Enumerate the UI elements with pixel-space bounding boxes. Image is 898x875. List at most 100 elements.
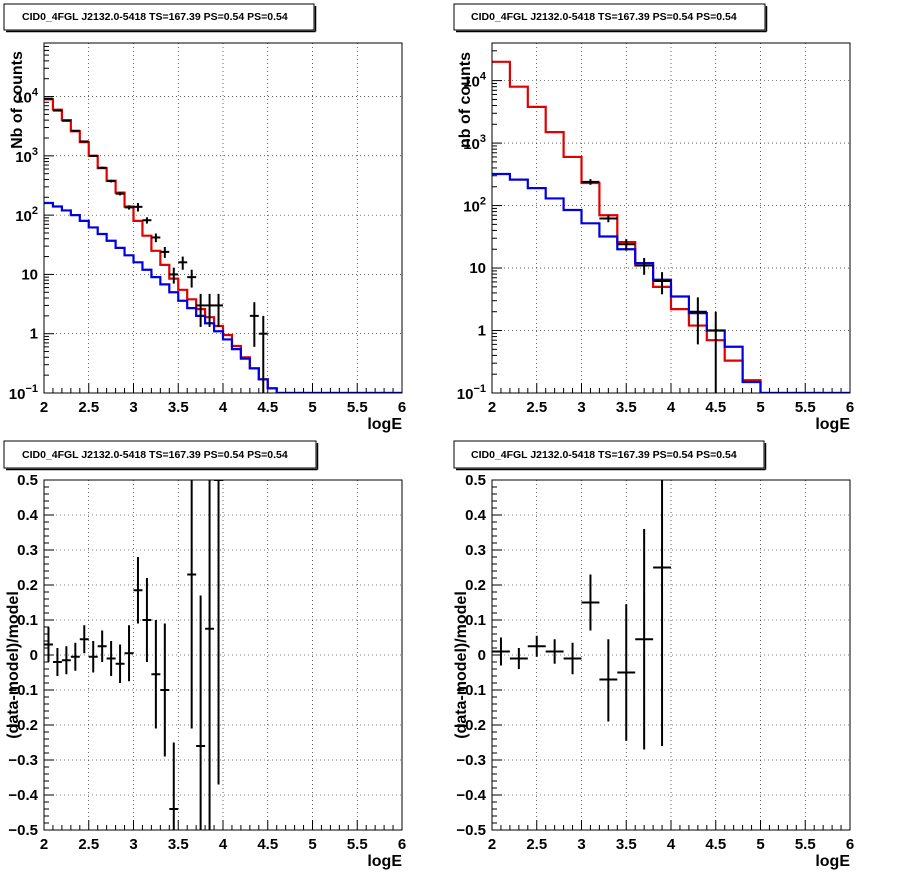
y-tick-label: −0.2 [8, 717, 38, 734]
data-point [635, 257, 654, 275]
y-tick-label: 10−1 [457, 383, 486, 403]
x-tick-label: 5.5 [347, 399, 368, 416]
data-point [160, 623, 170, 757]
chart-panel-4: 2 2.5 3 3.5 4 4.5 5 5.5 6 −0.5 −0.4 −0.3 −0.2 −0.1 0 0.… [453, 440, 854, 870]
plot-frame [491, 42, 851, 394]
data-point [214, 480, 223, 785]
y-tick-label: −0.1 [8, 682, 38, 699]
plot-area [44, 480, 402, 830]
y-tick-label: 0 [30, 647, 38, 664]
x-tick-label: 3.5 [616, 399, 637, 416]
y-tick-label: 102 [463, 196, 486, 216]
x-tick-label: 5.5 [347, 836, 368, 853]
y-tick-exponent: −1 [473, 383, 486, 395]
plot-frame [43, 42, 403, 394]
y-axis-label: (data-model)/model [5, 591, 22, 739]
data-point [61, 646, 71, 675]
x-tick-label: 3 [129, 836, 137, 853]
title-box [453, 440, 765, 469]
plot-area [492, 480, 850, 830]
data-point [151, 620, 161, 729]
y-tick-label: 102 [15, 205, 38, 225]
y-tick-label: 0.3 [465, 542, 486, 559]
x-tick-label: 3.5 [168, 399, 189, 416]
data-point [52, 109, 62, 112]
data-point [617, 604, 636, 741]
data-point [706, 311, 725, 393]
data-point [509, 648, 528, 669]
x-tick-label: 3 [577, 836, 585, 853]
y-tick-label: 104 [15, 87, 39, 107]
data-point [635, 529, 654, 750]
y-tick-label: 0.2 [17, 577, 38, 594]
x-tick-label: 3.5 [616, 836, 637, 853]
data-point [133, 203, 143, 212]
x-axis-label: logE [367, 416, 402, 433]
y-tick-exponent: −1 [25, 383, 38, 395]
data-point [169, 742, 179, 830]
x-axis-label: logE [815, 853, 850, 870]
x-tick-label: 2 [488, 399, 496, 416]
data-point [88, 154, 98, 157]
data-point [563, 642, 582, 675]
y-tick-label: 0.2 [465, 577, 486, 594]
y-tick-exponent: 4 [480, 71, 487, 83]
data-point [97, 166, 107, 169]
data-point [214, 293, 223, 327]
chart-panel-2: 2 2.5 3 3.5 4 4.5 5 5.5 610−1110102103104CID0_4F… [453, 3, 854, 433]
y-tick-base: 10 [463, 136, 480, 153]
data-point [79, 625, 89, 654]
data-point [79, 140, 89, 143]
data-point [653, 272, 671, 295]
chart-title: CID0_4FGL J2132.0-5418 TS=167.39 PS=0.54… [471, 449, 737, 461]
y-axis-label: nb of counts [457, 52, 474, 148]
y-tick-label: 0.5 [465, 472, 486, 489]
data-point [599, 639, 618, 722]
data-point [124, 205, 134, 210]
y-tick-base: 10 [463, 199, 480, 216]
y-tick-label: 0.5 [17, 472, 38, 489]
data-point [545, 639, 564, 664]
x-tick-label: 4.5 [705, 399, 726, 416]
chart-title: CID0_4FGL J2132.0-5418 TS=167.39 PS=0.54… [471, 11, 737, 23]
data-point [653, 480, 671, 746]
y-tick-label: −0.5 [456, 822, 486, 839]
y-tick-label: −0.3 [8, 752, 38, 769]
chart-panel-3: 2 2.5 3 3.5 4 4.5 5 5.5 6 −0.5 −0.4 −0.3 −0.2 −0.1 0 0.… [3, 440, 406, 870]
y-tick-label: −0.2 [456, 717, 486, 734]
x-tick-label: 6 [398, 836, 406, 853]
plot-frame [491, 479, 851, 831]
y-axis-label: Nb of counts [9, 51, 26, 149]
y-tick-label: 0 [478, 647, 486, 664]
y-tick-label: −0.1 [456, 682, 486, 699]
y-tick-base: 10 [15, 208, 32, 225]
y-tick-label: −0.4 [8, 787, 38, 804]
data-point [169, 267, 179, 284]
y-tick-label: 103 [15, 146, 38, 166]
data-point [196, 293, 206, 327]
x-tick-label: 3 [577, 399, 585, 416]
data-point [599, 215, 618, 223]
x-tick-label: 3 [129, 399, 137, 416]
x-tick-label: 4 [219, 836, 228, 853]
series-group [492, 60, 850, 393]
data-point [581, 574, 600, 631]
y-tick-exponent: 2 [32, 205, 38, 217]
x-tick-label: 6 [398, 399, 406, 416]
data-point [61, 119, 71, 122]
x-tick-label: 4 [667, 836, 676, 853]
y-tick-label: −0.4 [456, 787, 486, 804]
chart-title: CID0_4FGL J2132.0-5418 TS=167.39 PS=0.54… [22, 449, 288, 461]
y-tick-label: 10 [21, 266, 38, 283]
y-tick-exponent: 3 [32, 146, 38, 158]
y-tick-exponent: 4 [32, 87, 39, 99]
y-tick-label: 1 [478, 323, 486, 340]
data-point [581, 179, 600, 185]
y-tick-base: 10 [9, 386, 26, 403]
data-point [205, 480, 215, 830]
x-tick-label: 2.5 [78, 836, 99, 853]
data-point [258, 315, 268, 393]
series-group [44, 480, 223, 830]
y-tick-label: −0.3 [456, 752, 486, 769]
y-tick-label: 10 [469, 260, 486, 277]
